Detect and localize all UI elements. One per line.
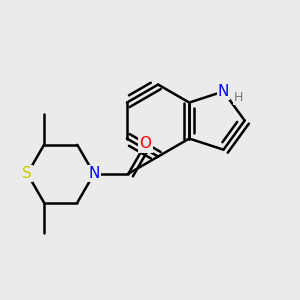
Text: N: N xyxy=(218,84,229,99)
Text: S: S xyxy=(22,166,32,181)
Text: N: N xyxy=(88,166,100,181)
Text: O: O xyxy=(140,136,152,152)
Text: H: H xyxy=(233,91,243,104)
